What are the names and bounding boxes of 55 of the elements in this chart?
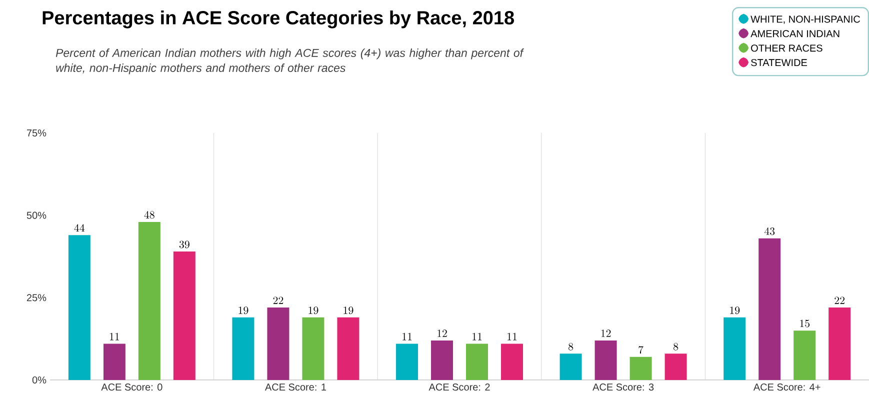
- bar: [594, 340, 617, 380]
- bar: [501, 344, 523, 380]
- bar: [232, 317, 254, 380]
- data-label: 8: [568, 342, 574, 350]
- data-label: 19: [730, 306, 740, 314]
- bar: [173, 252, 196, 380]
- x-tick-label: ACE Score: 4+: [753, 384, 820, 391]
- data-label: 11: [402, 332, 412, 340]
- data-label: 43: [764, 227, 775, 236]
- legend-label: WHITE, NON-HISPANIC: [750, 16, 860, 24]
- data-label: 19: [238, 306, 248, 314]
- y-tick-label: 25%: [26, 294, 46, 302]
- legend-label: AMERICAN INDIAN: [750, 30, 840, 38]
- data-label: 15: [800, 320, 810, 328]
- bar: [267, 308, 290, 380]
- bar: [724, 317, 746, 380]
- y-tick-label: 75%: [26, 129, 46, 137]
- data-label: 19: [344, 306, 354, 314]
- bar: [794, 330, 816, 380]
- bar: [560, 354, 582, 380]
- y-tick-label: 0%: [32, 376, 46, 384]
- x-tick-label: ACE Score: 3: [592, 384, 654, 391]
- x-tick-label: ACE Score: 0: [101, 384, 162, 391]
- bar: [337, 317, 360, 380]
- y-tick-label: 50%: [26, 212, 46, 219]
- data-label: 48: [144, 210, 154, 219]
- bar: [138, 222, 160, 380]
- data-label: 11: [472, 332, 482, 340]
- data-label: 12: [601, 330, 611, 337]
- bar: [396, 344, 418, 380]
- data-label: 39: [179, 240, 190, 248]
- chart-subtitle: Percent of American Indian mothers with high ACE scores (4+) was higher than percent of white, non-Hispanic mothers and mothers of other races: [56, 48, 524, 74]
- data-label: 44: [74, 224, 85, 232]
- data-label: 22: [834, 296, 844, 304]
- data-label: 7: [638, 346, 644, 354]
- bar: [758, 238, 781, 380]
- x-tick-label: ACE Score: 2: [428, 384, 490, 391]
- legend-label: STATEWIDE: [751, 59, 808, 66]
- data-label: 11: [508, 332, 517, 340]
- data-label: 12: [438, 330, 447, 337]
- bar: [431, 340, 453, 380]
- data-label: 8: [674, 342, 678, 350]
- bar: [103, 344, 126, 380]
- bar: [828, 308, 851, 380]
- bar: [630, 356, 652, 380]
- data-label: 22: [273, 296, 284, 304]
- bar: [664, 354, 687, 380]
- bar: [68, 235, 90, 380]
- bar: [466, 344, 488, 380]
- data-label: 11: [110, 332, 119, 340]
- data-label: 19: [308, 306, 318, 314]
- legend-label: OTHER RACES: [751, 44, 822, 52]
- chart-title: Percentages in ACE Score Categories by Race, 2018: [42, 10, 514, 28]
- x-tick-label: ACE Score: 1: [264, 384, 326, 391]
- bar: [302, 317, 324, 380]
